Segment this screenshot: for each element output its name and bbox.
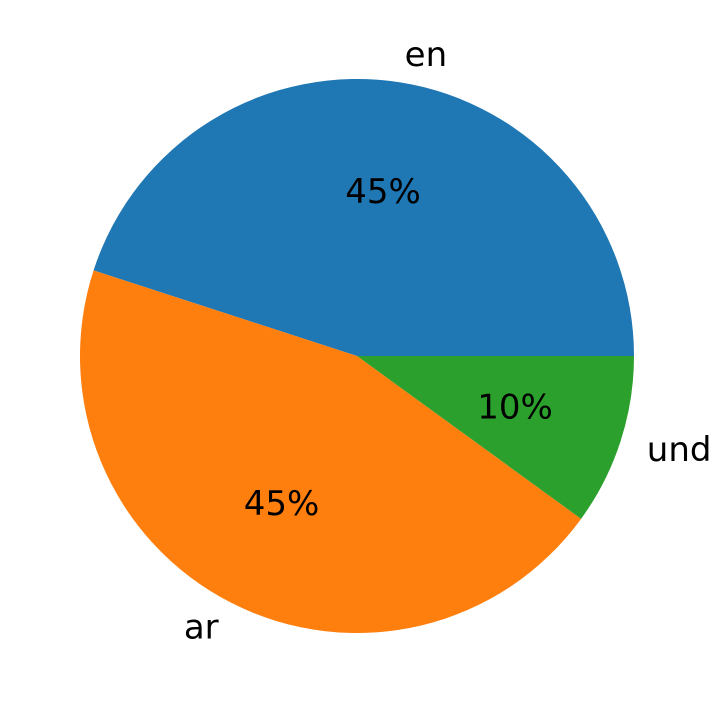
pie-slice-en — [93, 79, 634, 356]
pie-slices — [79, 79, 634, 634]
pie-category-label-en: en — [405, 35, 447, 75]
pie-percent-label-ar: 45% — [244, 484, 320, 524]
pie-slice-und — [357, 356, 634, 519]
pie-percent-label-en: 45% — [345, 172, 421, 212]
pie-slice-ar — [79, 270, 582, 634]
pie-category-label-und: und — [647, 430, 712, 470]
pie-labels: 45% en 45% ar 10% und — [184, 35, 712, 647]
pie-percent-label-und: 10% — [477, 387, 553, 427]
pie-category-label-ar: ar — [184, 607, 219, 647]
